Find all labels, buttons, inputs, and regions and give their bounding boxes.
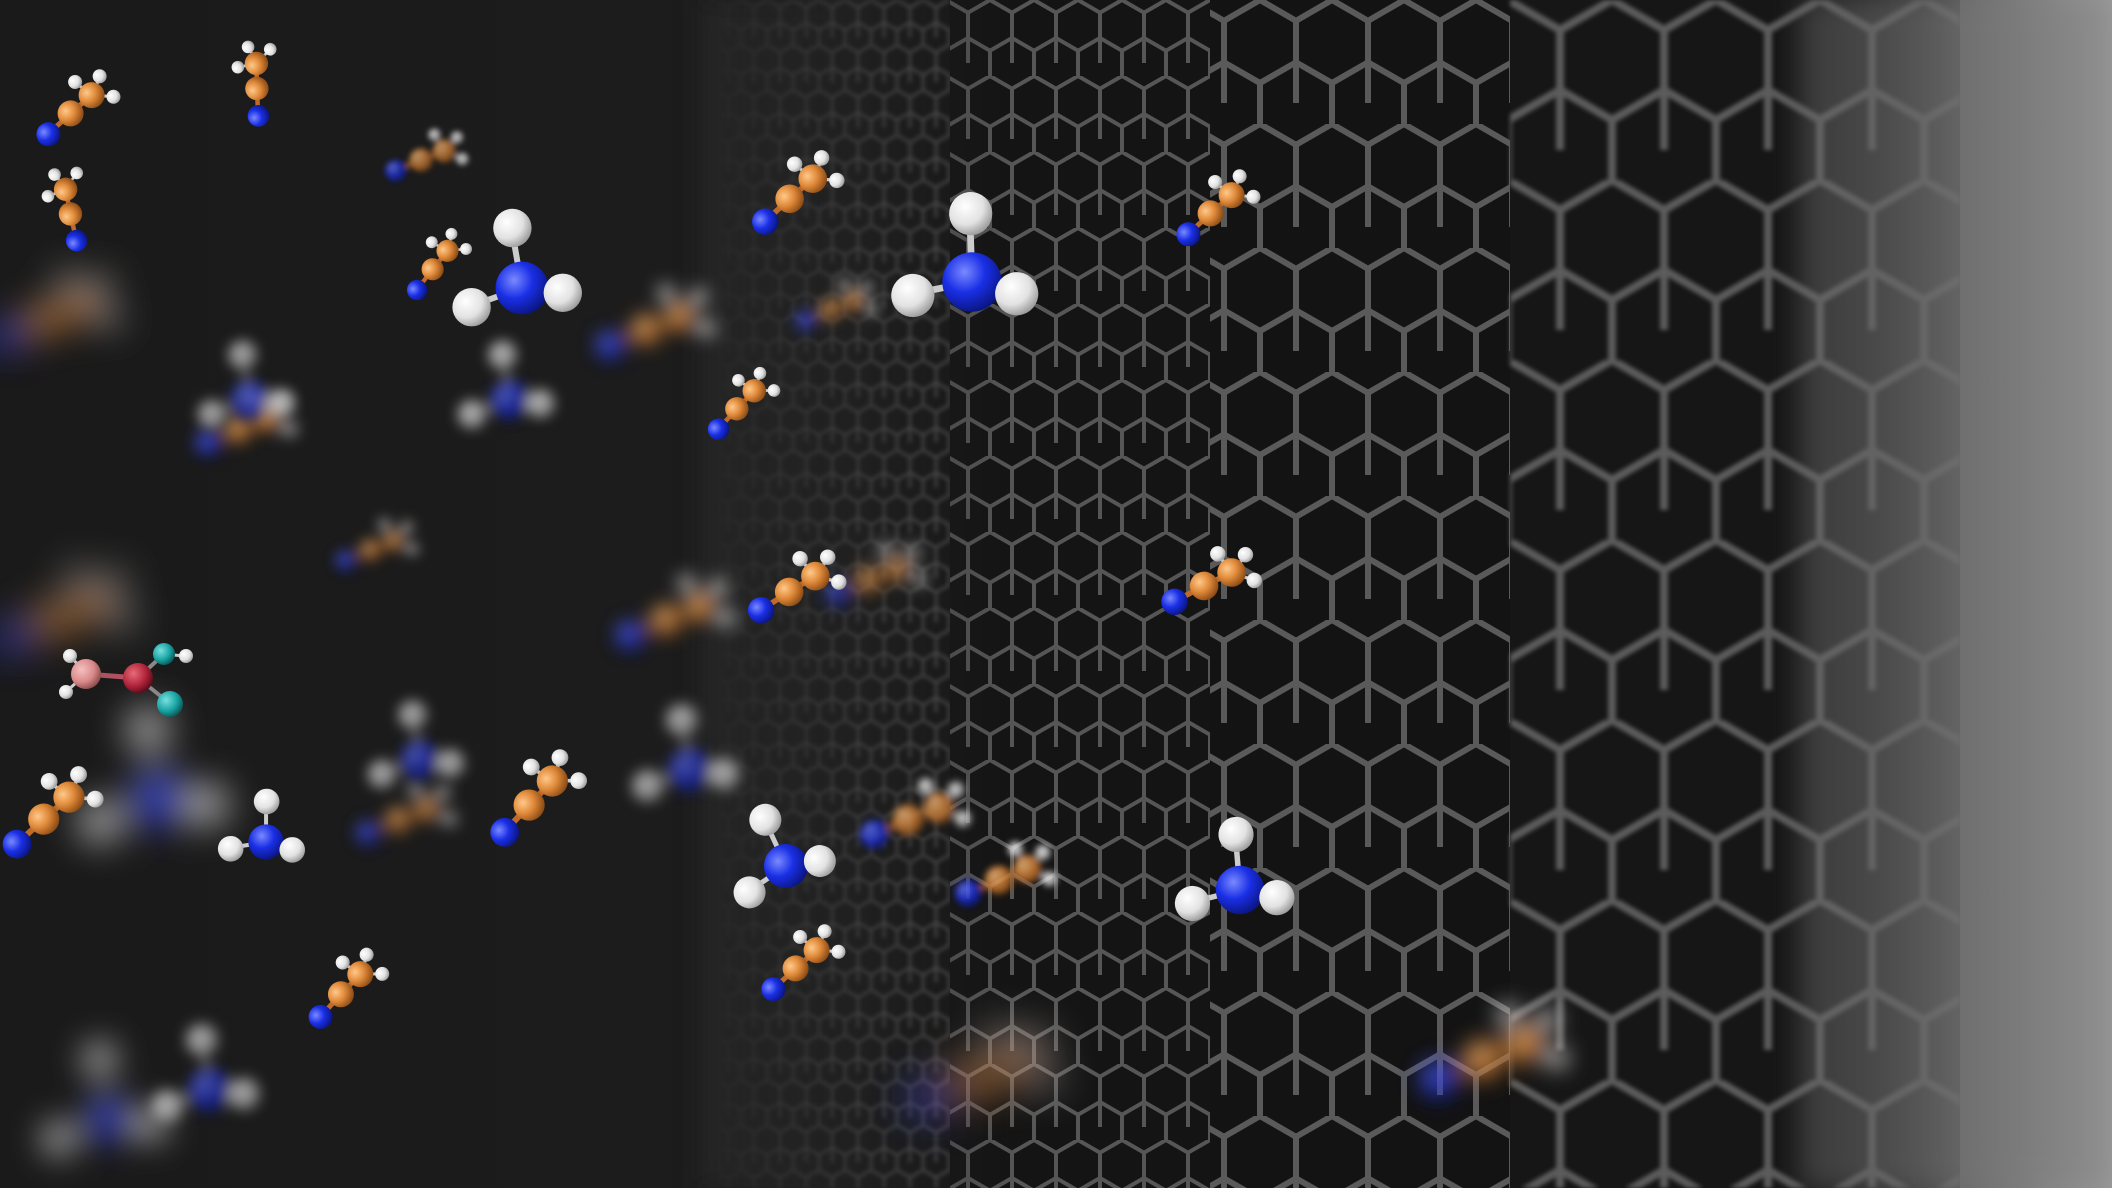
- graphene-lattice: [720, 0, 1960, 1188]
